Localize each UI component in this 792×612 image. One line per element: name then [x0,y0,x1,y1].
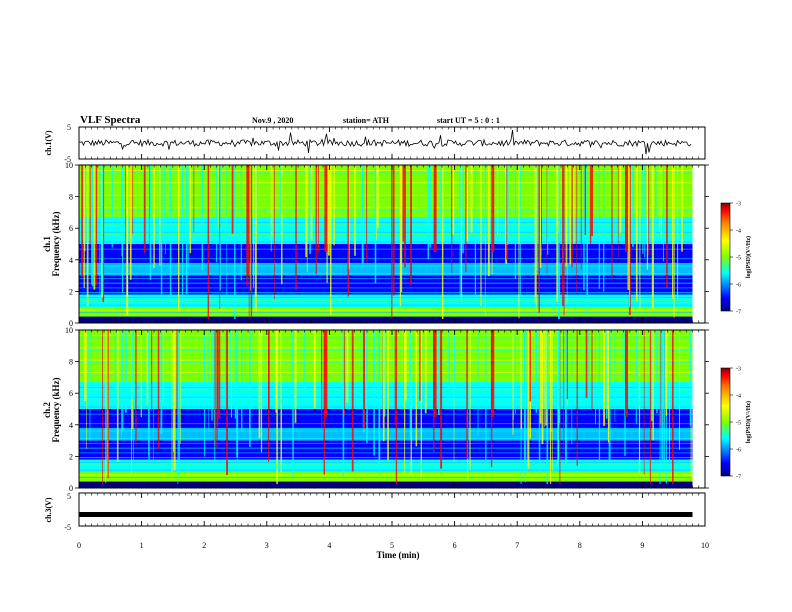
spec2-yticks-ytick-3: 6 [69,389,73,398]
spec2-yticks-ytick-2: 4 [69,421,73,430]
ch1-colorbar-label: log(PSD)(V²/Hz) [745,236,752,278]
cb1-ticks-label-0: -3 [736,202,741,208]
x-axis-label: Time (min) [376,550,419,560]
x-tick-label-3: 3 [265,541,269,550]
spec1-yticks-ytick-1: 2 [69,287,73,296]
x-tick-label-2: 2 [202,541,206,550]
ch2-spec-ylabel-line2: Frequency (kHz) [51,377,61,442]
cb1-ticks-label-4: -7 [736,310,741,316]
ch1-colorbar: -3 -4 -5 -6 -7 log(PSD)(V²/Hz) [720,202,752,316]
ch2-colorbar: -3 -4 -5 -6 -7 log(PSD)(V²/Hz) [720,367,752,481]
spec1-yticks-ytick-2: 4 [69,256,73,265]
start-time-label: start UT = 5 : 0 : 1 [437,116,500,125]
date-label: Nov.9 , 2020 [252,116,293,125]
x-tick-label-4: 4 [327,541,331,550]
ch1-spec-ylabel-line1: ch.1 [42,236,52,252]
ch1-ytick-top: 5 [67,123,71,132]
station-label: station= ATH [343,116,390,125]
spec1-yticks-ytick-3: 6 [69,224,73,233]
x-tick-label-6: 6 [453,541,457,550]
x-tick-label-1: 1 [140,541,144,550]
ch1-ylabel: ch.1(V) [44,130,53,155]
spec2-yticks-ytick-5: 10 [65,326,73,335]
ch1-spec-ylabel-line2: Frequency (kHz) [51,211,61,276]
spec1-yticks-ytick-0: 0 [69,319,73,328]
ch3-ytick-bottom: -5 [64,523,71,532]
ch2-spectrogram-panel: 0 2 4 6 8 10 ch.2 Frequency (kHz) [42,326,709,493]
ch3-ylabel: ch.3(V) [44,497,53,522]
cb2-ticks-label-0: -3 [736,367,741,373]
cb2-ticks-label-1: -4 [736,394,741,400]
cb2-ticks-label-3: -6 [736,448,741,454]
spec2-yticks-ytick-1: 2 [69,452,73,461]
x-tick-label-0: 0 [77,541,81,550]
spec1-yticks-ytick-4: 8 [69,193,73,202]
x-tick-label-7: 7 [515,541,519,550]
figure-title: VLF Spectra [80,114,141,126]
x-tick-label-10: 10 [701,541,709,550]
spec2-yticks-ytick-4: 8 [69,358,73,367]
ch2-spec-ylabel-line1: ch.2 [42,402,52,418]
time-tick-marks [78,127,706,526]
ch3-ytick-top: 5 [67,492,71,501]
ch1-waveform-panel: 5 -5 ch.1(V) [44,123,706,164]
cb1-ticks-label-3: -6 [736,283,741,289]
cb2-ticks-label-4: -7 [736,475,741,481]
ch3-trace [79,512,693,517]
cb1-ticks-label-1: -4 [736,229,741,235]
cb1-ticks-label-2: -5 [736,256,741,262]
cb2-ticks-label-2: -5 [736,421,741,427]
ch1-trace [78,129,692,155]
spec1-yticks-ytick-5: 10 [65,161,73,170]
ch3-waveform-panel: 5 -5 ch.3(V) [44,492,706,532]
ch1-ytick-bottom: -5 [64,155,71,164]
spec2-yticks-ytick-0: 0 [69,484,73,493]
ch2-colorbar-label: log(PSD)(V²/Hz) [745,401,752,443]
x-tick-label-8: 8 [578,541,582,550]
x-tick-labels: 0 1 2 3 4 5 6 7 8 9 10 [77,541,709,550]
x-tick-label-9: 9 [640,541,644,550]
ch1-spectrogram-panel: 0 2 4 6 8 10 ch.1 Frequency (kHz) [42,161,709,328]
x-tick-label-5: 5 [390,541,394,550]
